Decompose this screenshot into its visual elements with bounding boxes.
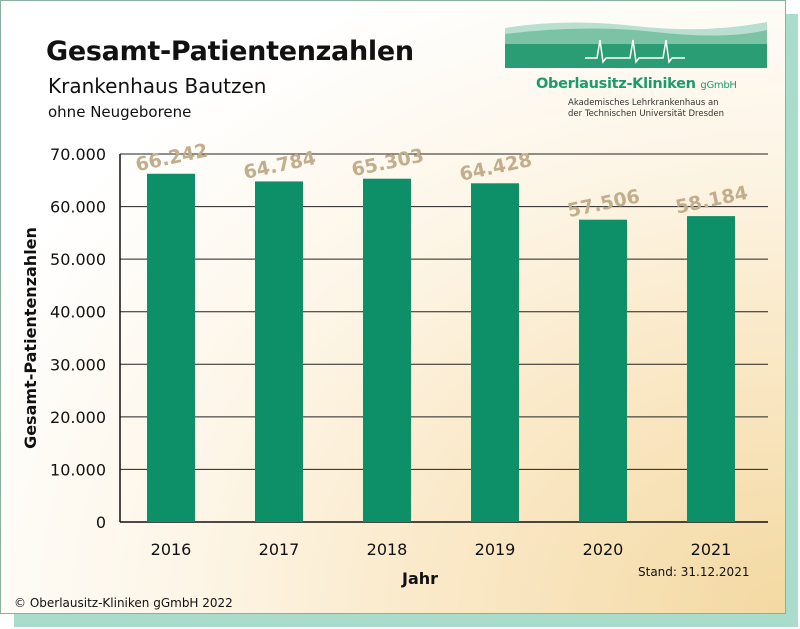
x-tick-label: 2017 (259, 540, 300, 559)
data-label: 64.428 (458, 149, 534, 186)
bar (471, 183, 519, 523)
bar (147, 173, 195, 522)
bar (255, 181, 303, 522)
logo-tagline-2: der Technischen Universität Dresden (568, 109, 725, 119)
data-label: 65.303 (350, 144, 426, 181)
data-label: 64.784 (242, 147, 318, 184)
x-tick-label: 2020 (583, 540, 624, 559)
data-label: 57.506 (566, 185, 642, 222)
y-tick-label: 10.000 (50, 460, 106, 479)
y-tick-label: 50.000 (50, 250, 106, 269)
x-axis-title: Jahr (401, 569, 438, 588)
bar (687, 216, 735, 522)
chart-note: ohne Neugeborene (48, 103, 192, 121)
y-tick-label: 0 (96, 513, 106, 532)
x-tick-label: 2019 (475, 540, 516, 559)
y-tick-label: 30.000 (50, 355, 106, 374)
y-tick-label: 20.000 (50, 408, 106, 427)
stand-date: Stand: 31.12.2021 (638, 565, 750, 579)
y-tick-label: 40.000 (50, 303, 106, 322)
hills-logo-icon (505, 22, 767, 68)
data-label: 58.184 (674, 182, 750, 219)
y-tick-label: 70.000 (50, 145, 106, 164)
x-tick-label: 2021 (691, 540, 732, 559)
data-label: 66.242 (134, 140, 210, 177)
y-tick-label: 60.000 (50, 198, 106, 217)
copyright: © Oberlausitz-Kliniken gGmbH 2022 (14, 596, 233, 610)
logo-tagline-1: Akademisches Lehrkrankenhaus an (568, 98, 719, 108)
x-tick-label: 2018 (367, 540, 408, 559)
bar (579, 219, 627, 522)
logo-name: Oberlausitz-Kliniken gGmbH (536, 76, 737, 92)
chart-title: Gesamt-Patientenzahlen (46, 36, 414, 67)
x-tick-label: 2016 (151, 540, 192, 559)
y-axis-title: Gesamt-Patientenzahlen (21, 227, 40, 449)
chart-subtitle: Krankenhaus Bautzen (48, 74, 267, 98)
bar (363, 178, 411, 522)
